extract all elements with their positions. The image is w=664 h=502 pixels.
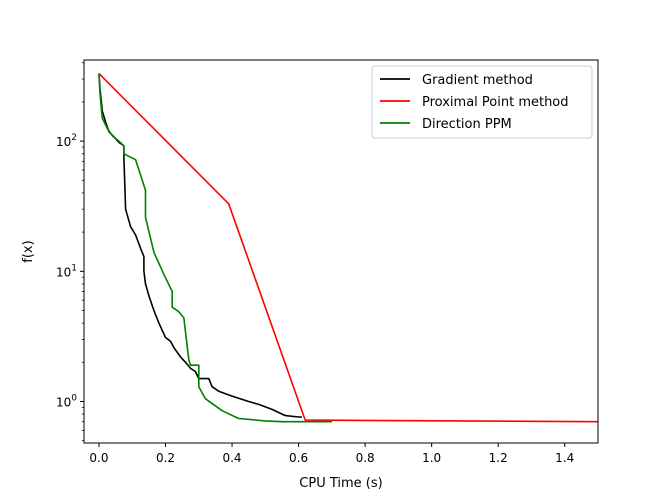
y-axis-label: f(x) xyxy=(21,240,36,262)
axes-frame xyxy=(83,59,599,444)
series-line-2 xyxy=(98,73,599,423)
legend-label: Direction PPM xyxy=(422,117,512,132)
y-tick-label: 101 xyxy=(56,263,77,279)
x-tick-label: 1.0 xyxy=(422,451,441,465)
y-tick-label: 100 xyxy=(56,394,77,410)
x-tick-label: 0.8 xyxy=(356,451,375,465)
legend-box xyxy=(371,65,593,139)
x-tick-label: 0.6 xyxy=(289,451,308,465)
legend: Gradient method Proximal Point method Dire… xyxy=(371,65,593,139)
y-axis-ticks: 100 101 102 xyxy=(56,62,84,442)
y-tick-label: 102 xyxy=(56,133,77,149)
x-tick-label: 0.2 xyxy=(156,451,175,465)
series-line-1 xyxy=(98,73,302,418)
x-axis-ticks: 0.0 0.2 0.4 0.6 0.8 1.0 1.2 1.4 xyxy=(89,443,574,465)
x-tick-label: 0.4 xyxy=(222,451,241,465)
x-axis-label: CPU Time (s) xyxy=(299,476,382,491)
x-tick-label: 0.0 xyxy=(89,451,108,465)
x-tick-label: 1.2 xyxy=(489,451,508,465)
legend-label: Gradient method xyxy=(422,73,533,88)
series-line-3 xyxy=(98,73,332,423)
x-tick-label: 1.4 xyxy=(555,451,574,465)
legend-label: Proximal Point method xyxy=(422,95,569,110)
series-layer xyxy=(98,73,599,423)
